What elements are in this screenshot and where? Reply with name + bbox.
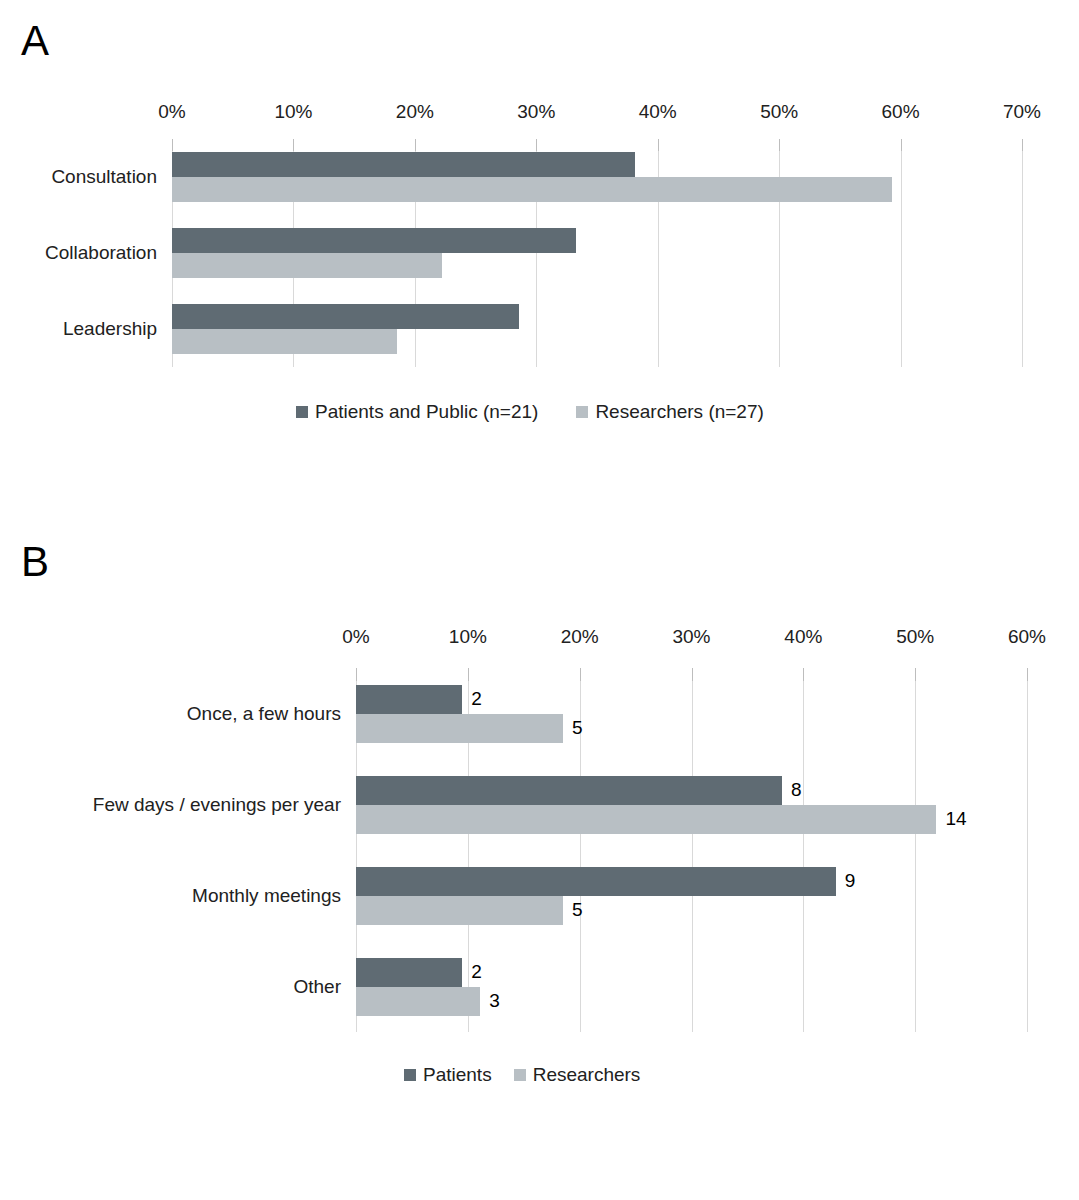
axis-tick-mark bbox=[580, 668, 581, 681]
x-axis-tick-label: 40% bbox=[757, 625, 849, 649]
legend-swatch-dark-icon bbox=[404, 1069, 416, 1081]
bar-value-label: 2 bbox=[471, 687, 482, 711]
bar-dark-series bbox=[356, 958, 462, 987]
bar-value-label: 8 bbox=[791, 778, 802, 802]
x-axis-tick-label: 10% bbox=[422, 625, 514, 649]
axis-tick-mark bbox=[1027, 668, 1028, 681]
two-panel-bar-figure: A B 0%10%20%30%40%50%60%70%ConsultationC… bbox=[0, 0, 1079, 1200]
category-label: Other bbox=[0, 975, 341, 999]
axis-tick-mark bbox=[915, 668, 916, 681]
legend-swatch-light-icon bbox=[514, 1069, 526, 1081]
category-label: Once, a few hours bbox=[0, 702, 341, 726]
gridline bbox=[692, 668, 693, 1032]
x-axis-tick-label: 20% bbox=[534, 625, 626, 649]
legend-label: Patients bbox=[423, 1063, 492, 1087]
bar-value-label: 2 bbox=[471, 960, 482, 984]
category-label: Few days / evenings per year bbox=[0, 793, 341, 817]
legend-item: Patients bbox=[404, 1063, 492, 1087]
bar-value-label: 9 bbox=[845, 869, 856, 893]
bar-dark-series bbox=[356, 776, 782, 805]
gridline bbox=[803, 668, 804, 1032]
axis-tick-mark bbox=[356, 668, 357, 681]
x-axis-tick-label: 30% bbox=[646, 625, 738, 649]
bar-dark-series bbox=[356, 685, 462, 714]
chart-b-time-commitment: 0% 10% 20% 30% 40% 50% 60% Once, a few hours 2 5 F… bbox=[0, 0, 1079, 1200]
bar-light-series bbox=[356, 987, 480, 1016]
bar-light-series bbox=[356, 896, 563, 925]
legend: Patients Researchers bbox=[404, 1063, 640, 1087]
axis-tick-mark bbox=[692, 668, 693, 681]
bar-value-label: 5 bbox=[572, 898, 583, 922]
bar-value-label: 14 bbox=[945, 807, 966, 831]
x-axis-tick-label: 0% bbox=[310, 625, 402, 649]
gridline bbox=[1027, 668, 1028, 1032]
x-axis-tick-label: 50% bbox=[869, 625, 961, 649]
bar-value-label: 3 bbox=[489, 989, 500, 1013]
gridline bbox=[915, 668, 916, 1032]
bar-light-series bbox=[356, 714, 563, 743]
legend-label: Researchers bbox=[533, 1063, 641, 1087]
bar-light-series bbox=[356, 805, 936, 834]
legend-item: Researchers bbox=[514, 1063, 641, 1087]
x-axis-tick-label: 60% bbox=[981, 625, 1073, 649]
bar-value-label: 5 bbox=[572, 716, 583, 740]
axis-tick-mark bbox=[468, 668, 469, 681]
bar-dark-series bbox=[356, 867, 836, 896]
category-label: Monthly meetings bbox=[0, 884, 341, 908]
axis-tick-mark bbox=[803, 668, 804, 681]
